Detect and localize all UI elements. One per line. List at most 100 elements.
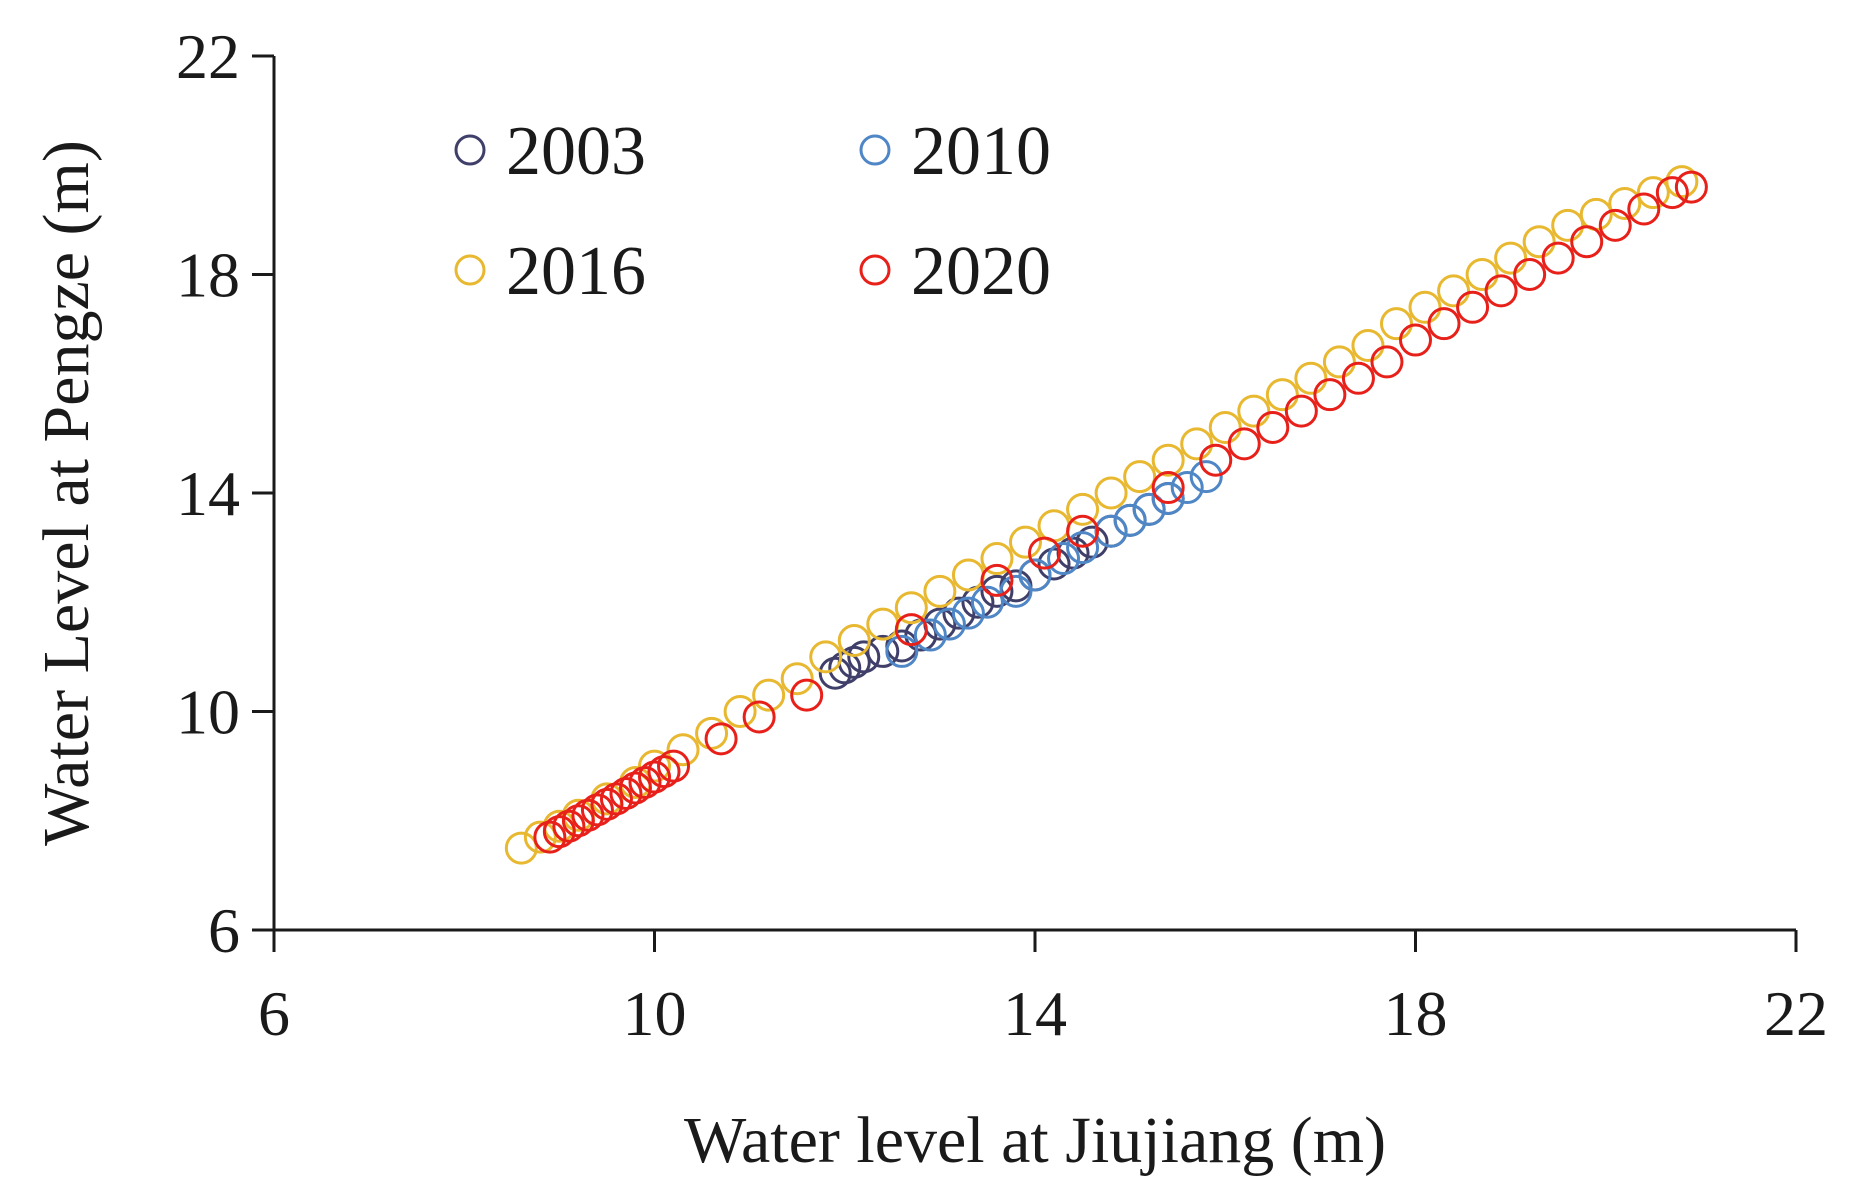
data-point: [504, 831, 538, 865]
data-point: [1494, 241, 1528, 275]
data-point: [533, 820, 567, 854]
data-point: [1636, 176, 1670, 210]
data-point: [1465, 258, 1499, 291]
legend: 2003 2010 2016 2020: [454, 113, 1051, 310]
data-point: [638, 749, 671, 783]
data-point: [1284, 394, 1318, 428]
x-tick-label: 14: [1003, 978, 1067, 1049]
data-point: [590, 787, 624, 821]
data-point: [1370, 345, 1404, 379]
legend-marker: [859, 134, 891, 166]
legend-label: 2020: [911, 233, 1051, 310]
data-point: [1341, 361, 1375, 395]
data-point: [1170, 471, 1204, 505]
data-point: [1256, 410, 1290, 444]
y-tick-label: 6: [208, 895, 240, 966]
legend-item-2016: 2016: [454, 233, 646, 310]
data-point: [1522, 225, 1556, 259]
data-point: [1047, 542, 1081, 576]
data-point: [1322, 345, 1356, 379]
points-layer: [504, 165, 1708, 865]
x-tick-label: 6: [258, 978, 290, 1049]
data-point: [1437, 274, 1471, 308]
y-tick-label: 10: [176, 677, 240, 748]
data-point: [837, 623, 871, 657]
data-point: [638, 760, 671, 794]
y-axis-title: Water Level at Pengze (m): [30, 140, 103, 846]
x-axis-title: Water level at Jiujiang (m): [684, 1104, 1386, 1177]
legend-item-2010: 2010: [859, 113, 1051, 190]
x-tick-label: 22: [1764, 978, 1828, 1049]
data-point: [695, 716, 729, 750]
data-point: [923, 574, 957, 608]
legend-marker: [859, 254, 891, 286]
data-point: [809, 640, 843, 674]
data-point: [580, 793, 614, 827]
data-point: [1570, 225, 1604, 259]
data-point: [1627, 192, 1661, 226]
data-point: [1598, 208, 1632, 242]
ticks: 6 10 14 18 22 6 10 14 18 22: [176, 21, 1828, 1049]
legend-marker: [454, 134, 486, 166]
data-point: [523, 820, 557, 854]
data-point: [818, 656, 852, 690]
data-point: [1132, 492, 1166, 526]
data-point: [609, 776, 643, 810]
x-tick-label: 18: [1384, 978, 1448, 1049]
data-point: [1094, 476, 1128, 510]
data-point: [1208, 410, 1242, 444]
legend-item-2003: 2003: [454, 113, 646, 190]
data-point: [1237, 394, 1271, 428]
data-point: [980, 574, 1014, 608]
data-point: [1484, 274, 1518, 308]
data-point: [1151, 481, 1185, 515]
data-point: [628, 766, 662, 800]
data-point: [1456, 290, 1490, 324]
data-point: [657, 749, 691, 783]
data-point: [1608, 186, 1642, 220]
data-point: [847, 640, 881, 674]
data-point: [970, 585, 1004, 619]
data-point: [1037, 509, 1071, 543]
data-point: [1008, 525, 1042, 559]
data-point: [1551, 208, 1585, 242]
data-point: [742, 700, 776, 734]
data-point: [1151, 471, 1185, 505]
data-point: [1075, 525, 1109, 559]
legend-label: 2003: [506, 113, 646, 190]
data-point: [894, 591, 928, 625]
data-point: [1028, 536, 1062, 570]
data-point: [1408, 290, 1442, 324]
y-tick-label: 18: [176, 240, 240, 311]
data-point: [885, 634, 919, 668]
data-point: [1123, 460, 1157, 494]
x-tick-label: 10: [623, 978, 687, 1049]
data-point: [1513, 258, 1547, 291]
data-point: [1265, 378, 1299, 412]
legend-label: 2016: [506, 233, 646, 310]
data-point: [780, 662, 814, 696]
data-point: [1227, 427, 1261, 461]
data-point: [1066, 514, 1100, 548]
data-point: [951, 596, 985, 630]
data-point: [1427, 307, 1461, 341]
data-point: [894, 613, 928, 647]
y-tick-label: 22: [176, 21, 240, 92]
series-2020: [533, 170, 1708, 854]
data-point: [1018, 558, 1052, 592]
data-point: [571, 798, 605, 832]
data-point: [980, 563, 1014, 597]
data-point: [1655, 176, 1689, 210]
data-point: [866, 607, 900, 641]
data-point: [951, 558, 985, 592]
data-point: [1151, 443, 1185, 477]
legend-marker: [454, 254, 486, 286]
data-point: [542, 815, 576, 849]
data-point: [1541, 241, 1575, 275]
data-point: [1351, 329, 1385, 363]
data-point: [1313, 378, 1347, 412]
data-point: [723, 695, 757, 728]
data-point: [1399, 323, 1432, 357]
data-point: [999, 574, 1033, 608]
